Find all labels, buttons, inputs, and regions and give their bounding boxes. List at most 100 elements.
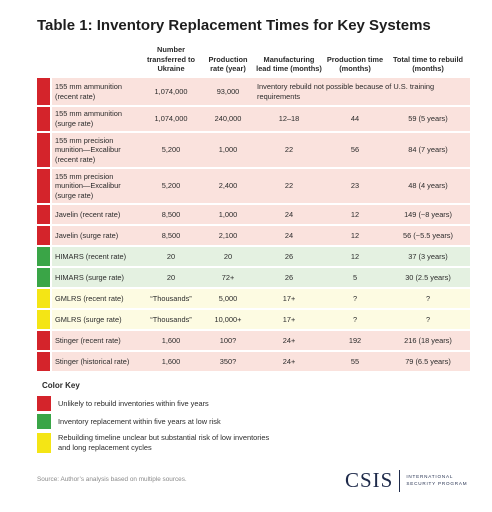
cell: 100? xyxy=(202,331,254,350)
row-label: Stinger (recent rate) xyxy=(52,331,140,350)
column-header: Production rate (year) xyxy=(208,54,248,74)
cell: 59 (5 years) xyxy=(386,107,470,131)
cell: 93,000 xyxy=(202,78,254,105)
cell: 26 xyxy=(254,268,324,287)
cell: 37 (3 years) xyxy=(386,247,470,266)
status-swatch xyxy=(37,226,52,245)
table-row: Stinger (historical rate) 1,600 350? 24+ 55 7… xyxy=(37,352,470,371)
row-label: Javelin (recent rate) xyxy=(52,205,140,224)
inventory-table: Number transferred to Ukraine Production … xyxy=(37,40,470,373)
table-title: Table 1: Inventory Replacement Times for… xyxy=(37,17,431,34)
cell: 350? xyxy=(202,352,254,371)
row-label: Javelin (surge rate) xyxy=(52,226,140,245)
cell: 216 (18 years) xyxy=(386,331,470,350)
key-item: Rebuilding timeline unclear but substant… xyxy=(37,433,277,453)
cell: 48 (4 years) xyxy=(386,169,470,203)
cell: 56 xyxy=(324,133,386,167)
row-label: 155 mm ammunition (recent rate) xyxy=(52,78,140,105)
logo-tagline: INTERNATIONAL SECURITY PROGRAM xyxy=(406,474,467,488)
cell: 17+ xyxy=(254,310,324,329)
key-item: Unlikely to rebuild inventories within f… xyxy=(37,396,277,411)
cell: 1,074,000 xyxy=(140,107,202,131)
cell: 79 (6.5 years) xyxy=(386,352,470,371)
table-row: 155 mm ammunition (recent rate) 1,074,000… xyxy=(37,78,470,105)
cell: 56 (~5.5 years) xyxy=(386,226,470,245)
column-header: Total time to rebuild (months) xyxy=(392,54,464,74)
status-swatch xyxy=(37,247,52,266)
status-swatch xyxy=(37,352,52,371)
cell: 8,500 xyxy=(140,205,202,224)
logo-name: CSIS xyxy=(345,468,394,492)
cell: 5,200 xyxy=(140,169,202,203)
cell: 1,600 xyxy=(140,352,202,371)
logo-divider xyxy=(399,469,401,492)
cell: ? xyxy=(386,289,470,308)
table-row: 155 mm precision munition—Excalibur (rec… xyxy=(37,133,470,167)
cell: 22 xyxy=(254,133,324,167)
status-swatch xyxy=(37,133,52,167)
cell: 84 (7 years) xyxy=(386,133,470,167)
source-note: Source: Author’s analysis based on multi… xyxy=(37,476,187,483)
status-swatch xyxy=(37,78,52,105)
row-label: GMLRS (surge rate) xyxy=(52,310,140,329)
cell: 55 xyxy=(324,352,386,371)
header-row: Number transferred to Ukraine Production … xyxy=(37,42,470,76)
cell: 20 xyxy=(140,268,202,287)
cell: 24+ xyxy=(254,331,324,350)
cell: 24+ xyxy=(254,352,324,371)
cell: 1,000 xyxy=(202,133,254,167)
cell: 30 (2.5 years) xyxy=(386,268,470,287)
cell: 12 xyxy=(324,205,386,224)
cell: 192 xyxy=(324,331,386,350)
cell: 44 xyxy=(324,107,386,131)
status-swatch xyxy=(37,268,52,287)
status-swatch xyxy=(37,310,52,329)
table-row: Javelin (recent rate) 8,500 1,000 24 12 149 (… xyxy=(37,205,470,224)
key-swatch xyxy=(37,414,51,429)
cell: ? xyxy=(324,310,386,329)
table-row: Javelin (surge rate) 8,500 2,100 24 12 56 (~5… xyxy=(37,226,470,245)
cell: 149 (~8 years) xyxy=(386,205,470,224)
status-swatch xyxy=(37,107,52,131)
cell: 20 xyxy=(202,247,254,266)
tagline-line: SECURITY PROGRAM xyxy=(406,480,468,486)
cell: ? xyxy=(324,289,386,308)
table-row: GMLRS (recent rate) “Thousands” 5,000 17+?? xyxy=(37,289,470,308)
cell: 24 xyxy=(254,226,324,245)
status-swatch xyxy=(37,331,52,350)
cell: 26 xyxy=(254,247,324,266)
row-label: Stinger (historical rate) xyxy=(52,352,140,371)
key-text: Unlikely to rebuild inventories within f… xyxy=(58,398,209,408)
table-row: GMLRS (surge rate) “Thousands” 10,000+ 17+?… xyxy=(37,310,470,329)
table-row: HIMARS (recent rate) 20 20 26 12 37 (3 years) xyxy=(37,247,470,266)
key-swatch xyxy=(37,433,51,453)
cell: ? xyxy=(386,310,470,329)
row-label: 155 mm ammunition (surge rate) xyxy=(52,107,140,131)
status-swatch xyxy=(37,289,52,308)
cell: 12 xyxy=(324,247,386,266)
status-swatch xyxy=(37,205,52,224)
table-row: 155 mm ammunition (surge rate) 1,074,000 2… xyxy=(37,107,470,131)
cell: 22 xyxy=(254,169,324,203)
cell: 1,000 xyxy=(202,205,254,224)
key-swatch xyxy=(37,396,51,411)
tagline-line: INTERNATIONAL xyxy=(406,473,454,479)
cell: 5 xyxy=(324,268,386,287)
cell-note: Inventory rebuild not possible because o… xyxy=(254,78,470,105)
row-label: HIMARS (surge rate) xyxy=(52,268,140,287)
row-label: GMLRS (recent rate) xyxy=(52,289,140,308)
table-row: Stinger (recent rate) 1,600 100? 24+ 192 216 … xyxy=(37,331,470,350)
cell: “Thousands” xyxy=(140,289,202,308)
key-text: Rebuilding timeline unclear but substant… xyxy=(58,433,270,452)
cell: 24 xyxy=(254,205,324,224)
cell: 2,100 xyxy=(202,226,254,245)
cell: 1,074,000 xyxy=(140,78,202,105)
cell: 1,600 xyxy=(140,331,202,350)
cell: 23 xyxy=(324,169,386,203)
table-row: HIMARS (surge rate) 20 72+ 26 5 30 (2.5 years… xyxy=(37,268,470,287)
logo: CSIS INTERNATIONAL SECURITY PROGRAM xyxy=(345,468,467,493)
key-text: Inventory replacement within five years … xyxy=(58,416,221,426)
row-label: 155 mm precision munition—Excalibur (rec… xyxy=(52,133,140,167)
cell: 12–18 xyxy=(254,107,324,131)
cell: 72+ xyxy=(202,268,254,287)
